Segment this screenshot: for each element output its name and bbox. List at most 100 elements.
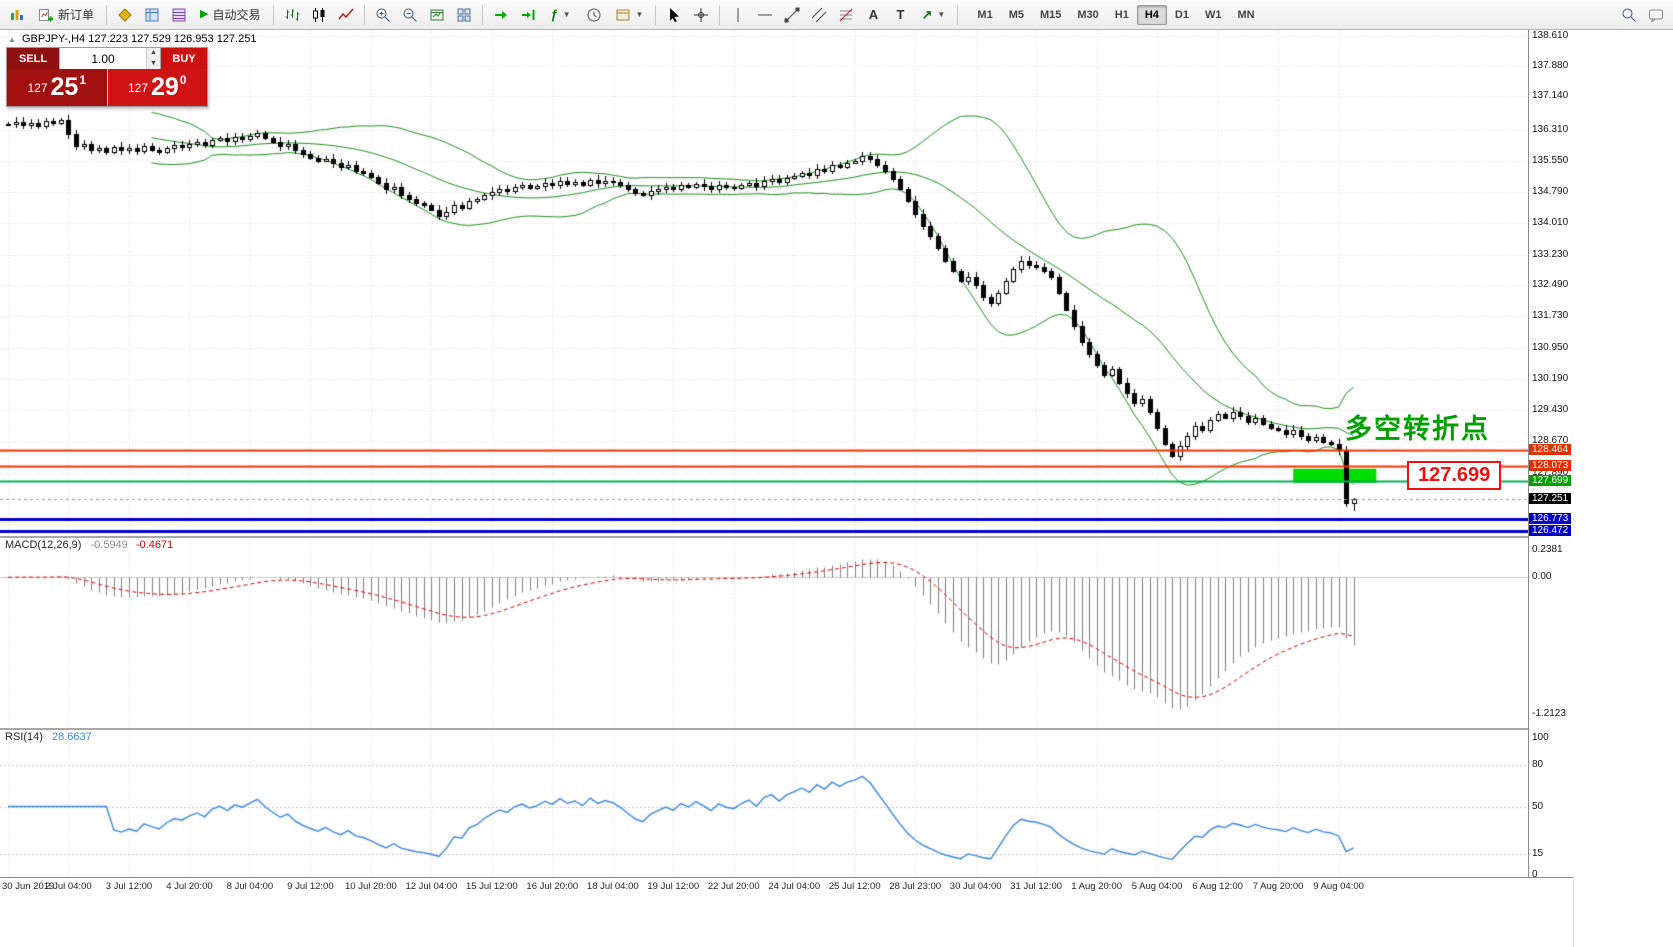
price-chart-canvas[interactable] (0, 30, 1528, 877)
time-axis-label: 22 Jul 20:00 (707, 881, 760, 892)
chart-symbol-header: ▲ GBPJPY-,H4 127.223 127.529 126.953 127… (8, 33, 256, 45)
time-axis-label: 28 Jul 23:00 (889, 881, 942, 892)
right-empty-area (1573, 30, 1673, 947)
price-axis-marker: 128.464 (1529, 443, 1572, 455)
volume-up-icon[interactable]: ▲ (147, 48, 160, 59)
timeframe-mn[interactable]: MN (1237, 8, 1255, 21)
buy-button[interactable]: BUY (161, 48, 207, 69)
line-chart-icon[interactable] (333, 2, 359, 28)
templates-icon[interactable]: ▼ (608, 2, 651, 28)
autotrading-button[interactable]: ▶ 自动交易 (193, 2, 267, 28)
timeframe-m1[interactable]: M1 (977, 8, 993, 21)
market-watch-icon[interactable] (139, 2, 165, 28)
toolbar-separator (106, 4, 108, 25)
auto-scroll-icon[interactable] (488, 2, 514, 28)
fibonacci-tool-icon[interactable] (833, 2, 859, 28)
time-axis-label: 8 Jul 04:00 (226, 881, 274, 892)
rsi-pane-separator[interactable] (0, 728, 1573, 730)
timeframe-m5[interactable]: M5 (1008, 8, 1024, 21)
zoom-in-icon[interactable] (370, 2, 396, 28)
community-icon[interactable] (1643, 2, 1669, 28)
volume-box: ▲ ▼ (59, 48, 161, 69)
period-clock-icon[interactable] (581, 2, 607, 28)
rsi-value: 28.6637 (51, 731, 92, 743)
chart-shift-icon[interactable] (515, 2, 541, 28)
indicators-icon[interactable]: ƒ ▼ (550, 7, 571, 22)
tile-windows-icon[interactable] (451, 2, 477, 28)
time-axis-label: 3 Jul 12:00 (105, 881, 153, 892)
one-click-collapse-icon[interactable]: ▲ (8, 35, 16, 44)
app-menu-icon[interactable] (4, 2, 30, 28)
label-tool-icon[interactable]: T (896, 7, 905, 22)
toolbar-separator (655, 4, 657, 25)
timeframe-group: M1 M5 M15 M30 H1 H4 D1 W1 MN (969, 4, 1262, 25)
axis-tick-label: 134.790 (1532, 185, 1569, 197)
time-axis-label: 30 Jun 2019 (2, 881, 55, 892)
channel-tool-icon[interactable] (806, 2, 832, 28)
chevron-down-icon: ▼ (562, 10, 571, 19)
axis-tick-label: 133.230 (1532, 249, 1569, 261)
volume-down-icon[interactable]: ▼ (147, 58, 160, 69)
axis-tick-label: 0.2381 (1532, 544, 1563, 556)
macd-pane-separator[interactable] (0, 536, 1573, 538)
bar-chart-icon[interactable] (279, 2, 305, 28)
axis-tick-label: 130.190 (1532, 373, 1569, 385)
axis-tick-label: 50 (1532, 800, 1544, 812)
time-axis[interactable]: 30 Jun 2019 2 Jul 04:00 3 Jul 12:00 4 Jul 2… (0, 877, 1573, 896)
timeframe-h4[interactable]: H4 (1136, 4, 1167, 25)
arrows-tool-icon[interactable]: ↗ ▼ (921, 6, 946, 22)
chevron-down-icon: ▼ (635, 10, 644, 19)
search-icon[interactable] (1616, 2, 1642, 28)
price-axis-marker: 128.073 (1529, 459, 1572, 471)
axis-tick-label: 137.880 (1532, 59, 1569, 71)
new-chart-icon[interactable] (424, 2, 450, 28)
bottom-empty-area (0, 895, 1573, 947)
price-callout-label[interactable]: 127.699 (1407, 461, 1502, 490)
cursor-icon[interactable] (661, 2, 687, 28)
time-axis-label: 19 Jul 12:00 (647, 881, 700, 892)
timeframe-h1[interactable]: H1 (1114, 8, 1129, 21)
toolbar-separator (363, 4, 365, 25)
time-axis-label: 31 Jul 12:00 (1010, 881, 1063, 892)
axis-tick-label: 128.670 (1532, 435, 1569, 447)
timeframe-w1[interactable]: W1 (1204, 8, 1222, 21)
bid-prefix: 127 (27, 80, 48, 95)
price-axis-marker: 126.472 (1529, 525, 1572, 537)
trendline-tool-icon[interactable] (779, 2, 805, 28)
timeframe-d1[interactable]: D1 (1174, 8, 1189, 21)
axis-tick-label: 131.730 (1532, 310, 1569, 322)
text-tool-icon[interactable]: A (868, 7, 879, 22)
volume-input[interactable] (60, 48, 146, 69)
turning-point-annotation: 多空转折点 (1345, 414, 1490, 444)
macd-signal-value: -0.4671 (135, 539, 174, 551)
price-axis-marker: 127.699 (1529, 474, 1572, 486)
toolbar-separator (957, 4, 959, 25)
axis-tick-label: 138.610 (1532, 29, 1569, 41)
zoom-out-icon[interactable] (397, 2, 423, 28)
data-window-icon[interactable] (166, 2, 192, 28)
time-axis-label: 30 Jul 04:00 (949, 881, 1002, 892)
time-axis-label: 2 Jul 04:00 (45, 881, 92, 892)
candlestick-chart-icon[interactable] (306, 2, 332, 28)
crosshair-icon[interactable] (688, 2, 714, 28)
time-axis-label: 6 Aug 12:00 (1192, 881, 1243, 892)
toolbar-separator (481, 4, 483, 25)
time-axis-label: 24 Jul 04:00 (768, 881, 821, 892)
time-axis-label: 10 Jul 20:00 (344, 881, 397, 892)
bid-price-button[interactable]: 127 25 1 (7, 69, 108, 106)
ask-price-button[interactable]: 127 29 0 (107, 69, 207, 106)
sell-button[interactable]: SELL (7, 48, 59, 69)
price-axis[interactable]: 138.610 137.880 137.140 136.310 135.550 134.7… (1528, 29, 1574, 880)
timeframe-m30[interactable]: M30 (1077, 8, 1099, 21)
vertical-line-tool-icon[interactable] (725, 2, 751, 28)
time-axis-label: 9 Jul 12:00 (287, 881, 334, 892)
price-axis-marker: 127.251 (1529, 493, 1572, 505)
new-order-button[interactable]: 新订单 (31, 2, 101, 28)
axis-tick-label: 137.140 (1532, 89, 1569, 101)
autotrading-label: 自动交易 (212, 8, 261, 22)
timeframe-m15[interactable]: M15 (1039, 8, 1062, 21)
symbols-icon[interactable] (112, 2, 138, 28)
horizontal-line-tool-icon[interactable] (752, 2, 778, 28)
axis-tick-label: 135.550 (1532, 154, 1569, 166)
